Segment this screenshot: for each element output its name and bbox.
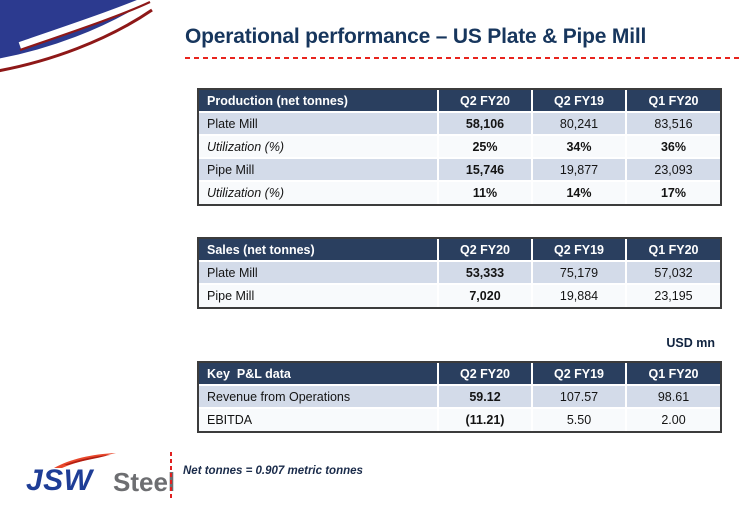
value-cell: 15,746 xyxy=(438,158,533,182)
value-cell: 25% xyxy=(438,135,533,159)
value-cell: 5.50 xyxy=(532,408,627,431)
page-title: Operational performance – US Plate & Pip… xyxy=(185,25,647,48)
flame-icon xyxy=(54,453,116,468)
table-row: Pipe Mill 15,746 19,877 23,093 xyxy=(199,158,720,182)
column-header: Q1 FY20 xyxy=(626,90,720,113)
row-label: Pipe Mill xyxy=(199,158,439,182)
row-label: Plate Mill xyxy=(199,112,439,136)
table-title: Sales (net tonnes) xyxy=(199,239,439,262)
value-cell: 19,877 xyxy=(532,158,627,182)
footnote-divider xyxy=(170,452,172,500)
table-header-row: Key P&L data Q2 FY20 Q2 FY19 Q1 FY20 xyxy=(199,363,720,386)
column-header: Q1 FY20 xyxy=(626,363,720,386)
table-row: Pipe Mill 7,020 19,884 23,195 xyxy=(199,284,720,307)
table-title: Production (net tonnes) xyxy=(199,90,439,113)
value-cell: 2.00 xyxy=(626,408,720,431)
column-header: Q2 FY20 xyxy=(438,239,533,262)
value-cell: 57,032 xyxy=(626,261,720,285)
value-cell: 23,195 xyxy=(626,284,720,307)
production-table: Production (net tonnes) Q2 FY20 Q2 FY19 … xyxy=(197,88,722,206)
value-cell: 19,884 xyxy=(532,284,627,307)
value-cell: 58,106 xyxy=(438,112,533,136)
value-cell: 83,516 xyxy=(626,112,720,136)
value-cell: 36% xyxy=(626,135,720,159)
value-cell: 53,333 xyxy=(438,261,533,285)
usd-mn-label: USD mn xyxy=(666,336,715,350)
table-header-row: Sales (net tonnes) Q2 FY20 Q2 FY19 Q1 FY… xyxy=(199,239,720,262)
value-cell: 98.61 xyxy=(626,385,720,409)
table-row: Revenue from Operations 59.12 107.57 98.… xyxy=(199,385,720,409)
jsw-logo-text: JSW xyxy=(26,464,93,497)
value-cell: 23,093 xyxy=(626,158,720,182)
row-label: Pipe Mill xyxy=(199,284,439,307)
value-cell: 75,179 xyxy=(532,261,627,285)
column-header: Q2 FY20 xyxy=(438,90,533,113)
value-cell: 107.57 xyxy=(532,385,627,409)
footnote: Net tonnes = 0.907 metric tonnes xyxy=(183,465,363,477)
row-label: Plate Mill xyxy=(199,261,439,285)
table-header-row: Production (net tonnes) Q2 FY20 Q2 FY19 … xyxy=(199,90,720,113)
pnl-table: Key P&L data Q2 FY20 Q2 FY19 Q1 FY20 Rev… xyxy=(197,361,722,433)
table-row: EBITDA (11.21) 5.50 2.00 xyxy=(199,408,720,431)
table-row: Plate Mill 58,106 80,241 83,516 xyxy=(199,112,720,136)
value-cell: 80,241 xyxy=(532,112,627,136)
value-cell: 17% xyxy=(626,181,720,204)
value-cell: 59.12 xyxy=(438,385,533,409)
column-header: Q2 FY20 xyxy=(438,363,533,386)
value-cell: 7,020 xyxy=(438,284,533,307)
column-header: Q1 FY20 xyxy=(626,239,720,262)
table-row: Plate Mill 53,333 75,179 57,032 xyxy=(199,261,720,285)
row-label: Revenue from Operations xyxy=(199,385,439,409)
column-header: Q2 FY19 xyxy=(532,90,627,113)
table-title: Key P&L data xyxy=(199,363,439,386)
value-cell: 14% xyxy=(532,181,627,204)
column-header: Q2 FY19 xyxy=(532,363,627,386)
table-row: Utilization (%) 25% 34% 36% xyxy=(199,135,720,159)
row-label: Utilization (%) xyxy=(199,135,439,159)
value-cell: (11.21) xyxy=(438,408,533,431)
title-underline xyxy=(185,57,742,59)
steel-logo-text: Steel xyxy=(113,467,176,497)
jsw-steel-logo: JSW Steel xyxy=(18,452,175,502)
column-header: Q2 FY19 xyxy=(532,239,627,262)
row-label: Utilization (%) xyxy=(199,181,439,204)
table-row: Utilization (%) 11% 14% 17% xyxy=(199,181,720,204)
value-cell: 34% xyxy=(532,135,627,159)
value-cell: 11% xyxy=(438,181,533,204)
sales-table: Sales (net tonnes) Q2 FY20 Q2 FY19 Q1 FY… xyxy=(197,237,722,309)
row-label: EBITDA xyxy=(199,408,439,431)
corner-swoosh-graphic xyxy=(0,0,158,73)
